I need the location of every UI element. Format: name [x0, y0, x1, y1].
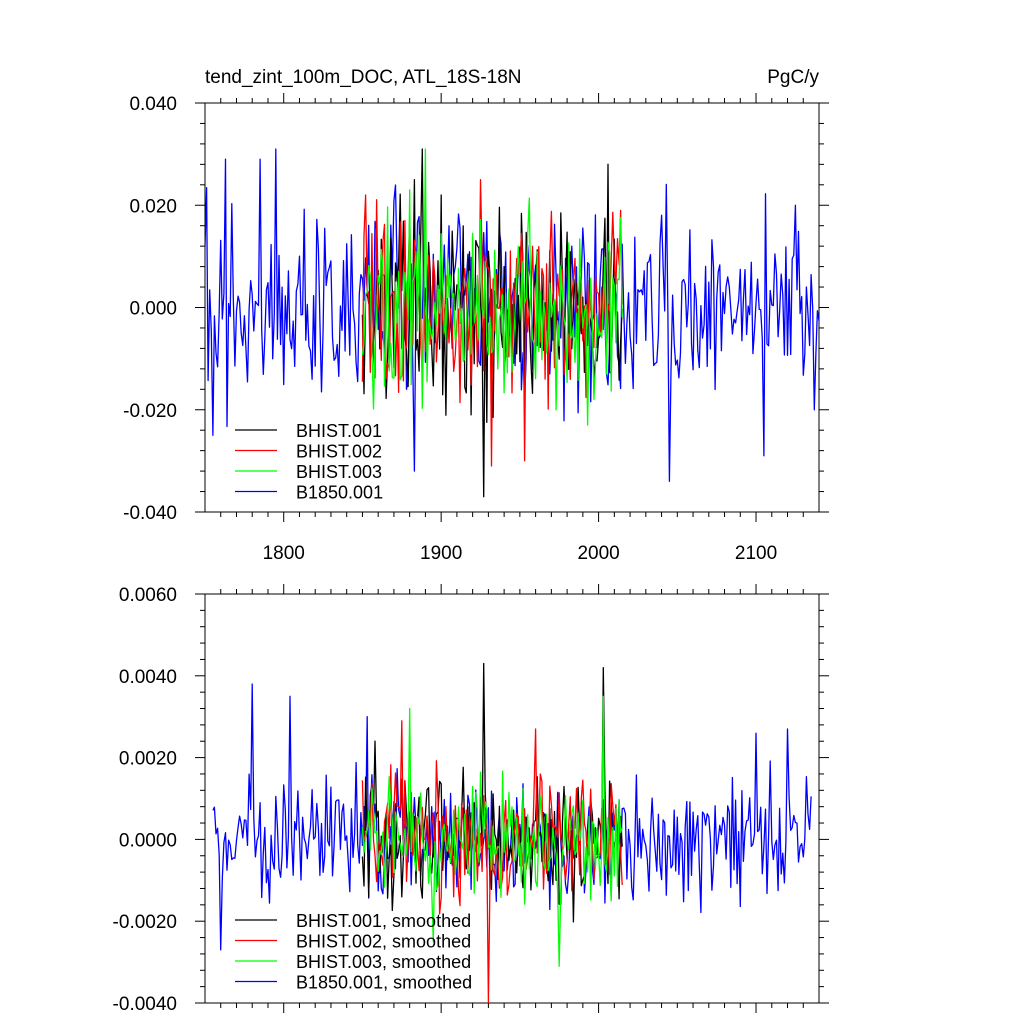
plot-frame [204, 593, 820, 1004]
bottom-panel: 0.0060 0.0040 0.0020 0.0000 -0.0020 -0.0040 BH… [113, 584, 829, 1015]
series-group [205, 148, 819, 498]
y-tick-label: -0.020 [123, 401, 177, 422]
legend-label: BHIST.001, smoothed [296, 911, 471, 931]
legend-label: BHIST.003, smoothed [296, 952, 471, 972]
y-tick-label: -0.040 [123, 503, 177, 524]
legend-label: B1850.001, smoothed [296, 973, 472, 993]
x-tick-label: 2100 [735, 543, 777, 564]
y-tick-label: 0.020 [129, 196, 177, 217]
y-tick-label: 0.0040 [119, 667, 177, 688]
y-tick-label: 0.0060 [119, 585, 177, 606]
series-line-2 [361, 695, 623, 967]
series-group [212, 662, 812, 1003]
x-tick-label: 1900 [420, 543, 462, 564]
series-line-2 [361, 148, 623, 426]
series-line-3 [205, 148, 819, 482]
x-tick-label: 1800 [263, 543, 305, 564]
y-tick-label: 0.000 [129, 299, 177, 320]
chart-title: tend_zint_100m_DOC, ATL_18S-18N [205, 67, 522, 88]
y-tick-label: -0.0040 [113, 994, 177, 1015]
y-tick-label: 0.0020 [119, 749, 177, 770]
x-tick-label: 2000 [577, 543, 619, 564]
legend-label: BHIST.002 [296, 442, 382, 462]
top-panel: 1800 1900 2000 2100 0.040 0.020 0.000 -0.020 -0.… [123, 67, 829, 564]
legend-label: B1850.001 [296, 483, 383, 503]
y-tick-label: 0.0000 [119, 830, 177, 851]
legend-label: BHIST.001 [296, 421, 382, 441]
units-label: PgC/y [767, 67, 819, 88]
y-tick-label: -0.0020 [113, 912, 177, 933]
legend-label: BHIST.002, smoothed [296, 932, 471, 952]
y-tick-label: 0.040 [129, 94, 177, 115]
legend-label: BHIST.003 [296, 462, 382, 482]
